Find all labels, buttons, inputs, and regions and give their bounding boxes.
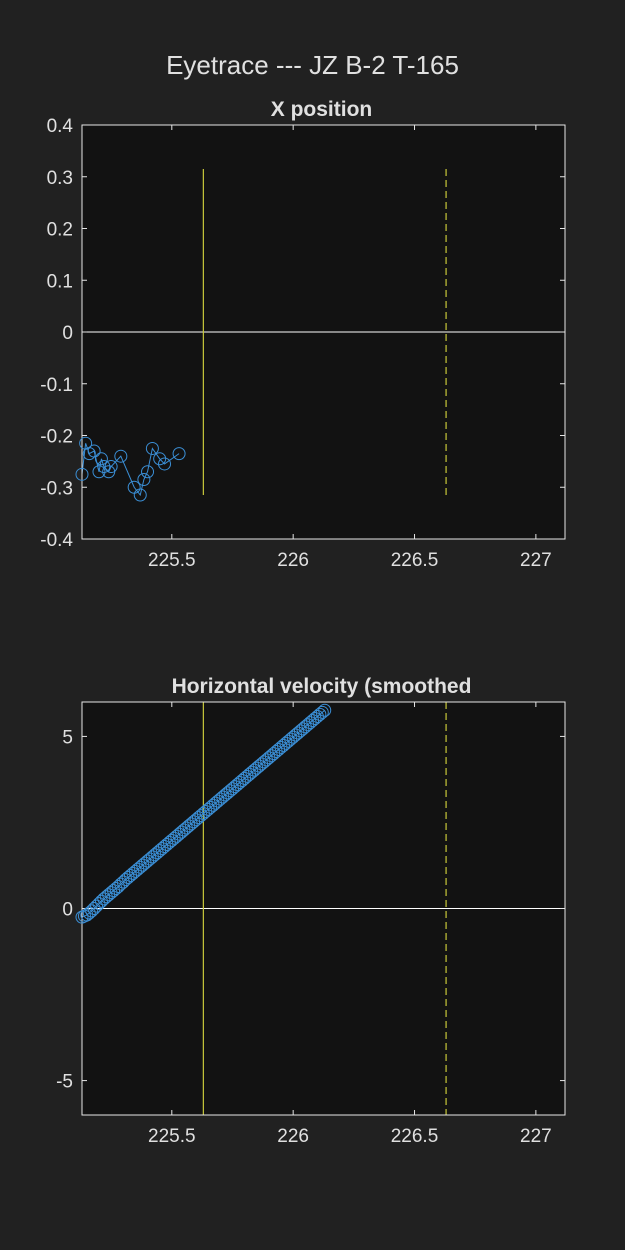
- data-point: [133, 488, 147, 502]
- data-point: [318, 703, 332, 717]
- series-line: [82, 443, 180, 497]
- data-point: [315, 705, 329, 719]
- plot-area: [82, 168, 565, 497]
- x-tick-label: 227: [520, 550, 552, 571]
- data-point: [92, 465, 106, 479]
- y-tick-label: -5: [56, 1072, 73, 1093]
- y-tick-label: -0.4: [40, 530, 73, 551]
- data-point: [87, 902, 101, 915]
- data-point: [85, 904, 99, 918]
- data-point: [107, 884, 121, 898]
- data-point: [82, 906, 96, 920]
- data-point: [145, 441, 159, 455]
- axes-2: 225.5 226 226.5 227 -5 0 5 Horizontal velocity …: [56, 675, 566, 1147]
- data-point: [313, 707, 327, 721]
- data-point: [80, 908, 94, 922]
- x-tick-label: 226: [277, 1126, 309, 1147]
- y-tick-label: 0.3: [47, 168, 73, 189]
- data-point: [114, 449, 128, 463]
- data-point: [87, 444, 101, 458]
- data-point: [75, 467, 89, 481]
- y-tick-label: 5: [62, 727, 73, 748]
- y-tick-label: 0.1: [47, 271, 73, 292]
- data-point: [92, 897, 106, 911]
- figure-title: Eyetrace --- JZ B-2 T-165: [166, 50, 459, 80]
- y-tick-label: -0.1: [40, 375, 73, 396]
- data-point: [137, 472, 151, 486]
- data-point: [97, 460, 111, 474]
- x-tick-label: 225.5: [148, 550, 196, 571]
- data-point: [111, 879, 125, 893]
- x-tick-label: 226.5: [391, 1126, 439, 1147]
- axes-title: Horizontal velocity (smoothed: [172, 675, 472, 698]
- data-point: [141, 465, 155, 479]
- y-tick-label: -0.3: [40, 478, 73, 499]
- data-point: [158, 457, 172, 471]
- data-point: [94, 894, 108, 908]
- data-point: [94, 452, 108, 466]
- x-tick-label: 226.5: [391, 550, 439, 571]
- y-tick-label: 0.4: [47, 116, 74, 137]
- data-point: [116, 875, 130, 889]
- y-tick-label: 0.2: [47, 220, 73, 241]
- axes-title: X position: [271, 98, 373, 121]
- y-tick-label: -0.2: [40, 427, 73, 448]
- data-point: [109, 882, 123, 896]
- y-tick-label: 0: [62, 900, 73, 921]
- data-point: [114, 877, 128, 891]
- axes-1: 225.5 226 226.5 227 -0.4 -0.3 -0.2 -0.1 0 0.1 0.2 0…: [40, 98, 566, 571]
- data-point: [90, 899, 104, 913]
- data-point: [172, 447, 186, 461]
- x-tick-label: 226: [277, 550, 309, 571]
- y-tick-label: 0: [62, 323, 73, 344]
- data-point: [153, 452, 167, 466]
- x-tick-label: 227: [520, 1126, 552, 1147]
- x-tick-label: 225.5: [148, 1126, 196, 1147]
- data-point: [104, 460, 118, 474]
